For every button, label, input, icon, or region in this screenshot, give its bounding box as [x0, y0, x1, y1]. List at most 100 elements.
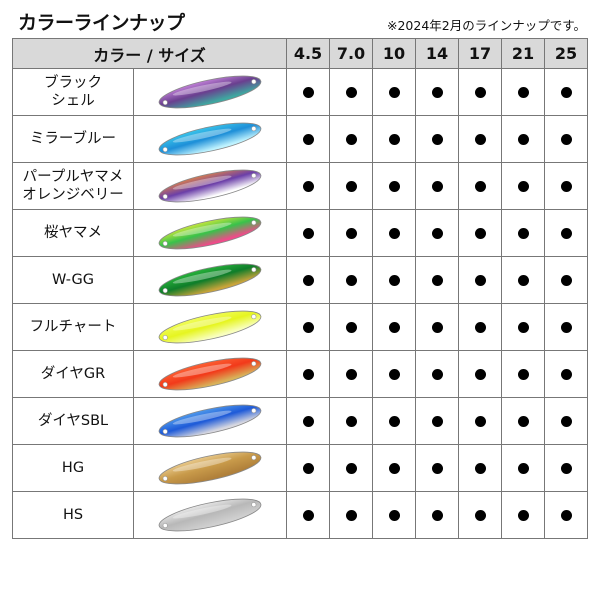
available-dot-icon — [560, 227, 572, 239]
lure-spoon-image — [158, 122, 262, 156]
availability-cell — [544, 397, 589, 445]
available-dot-icon — [388, 227, 400, 239]
availability-cell — [544, 444, 589, 492]
lure-image — [132, 162, 288, 210]
available-dot-icon — [388, 415, 400, 427]
available-dot-icon — [474, 133, 486, 145]
available-dot-icon — [302, 415, 314, 427]
availability-cell — [544, 68, 589, 116]
availability-cell — [286, 115, 331, 163]
availability-cell — [501, 209, 546, 257]
availability-cell — [372, 444, 417, 492]
available-dot-icon — [345, 227, 357, 239]
lure-spoon-image — [158, 357, 262, 391]
available-dot-icon — [388, 180, 400, 192]
page-title: カラーラインナップ — [18, 12, 185, 34]
header-size: 7.0 — [329, 38, 374, 69]
availability-cell — [458, 256, 503, 304]
availability-cell — [286, 209, 331, 257]
available-dot-icon — [345, 133, 357, 145]
availability-cell — [501, 256, 546, 304]
available-dot-icon — [431, 509, 443, 521]
available-dot-icon — [560, 180, 572, 192]
availability-cell — [372, 256, 417, 304]
availability-cell — [286, 444, 331, 492]
available-dot-icon — [345, 180, 357, 192]
available-dot-icon — [431, 462, 443, 474]
available-dot-icon — [517, 321, 529, 333]
available-dot-icon — [431, 368, 443, 380]
available-dot-icon — [302, 274, 314, 286]
availability-cell — [415, 115, 460, 163]
lure-spoon-image — [158, 404, 262, 438]
header-size: 4.5 — [286, 38, 331, 69]
available-dot-icon — [560, 368, 572, 380]
availability-cell — [544, 256, 589, 304]
header-size: 14 — [415, 38, 460, 69]
available-dot-icon — [474, 415, 486, 427]
available-dot-icon — [517, 133, 529, 145]
availability-cell — [329, 115, 374, 163]
table-row: ミラーブルー — [12, 115, 589, 163]
availability-cell — [458, 209, 503, 257]
availability-cell — [286, 350, 331, 398]
available-dot-icon — [345, 321, 357, 333]
lineup-note: ※2024年2月のラインナップです。 — [387, 18, 586, 33]
lure-image — [132, 350, 288, 398]
available-dot-icon — [345, 86, 357, 98]
availability-cell — [544, 209, 589, 257]
lure-image — [132, 397, 288, 445]
availability-cell — [329, 491, 374, 539]
available-dot-icon — [474, 180, 486, 192]
availability-cell — [329, 303, 374, 351]
available-dot-icon — [302, 462, 314, 474]
availability-cell — [372, 162, 417, 210]
availability-cell — [286, 256, 331, 304]
header-size: 21 — [501, 38, 546, 69]
availability-cell — [544, 115, 589, 163]
lure-spoon-image — [158, 310, 262, 344]
available-dot-icon — [345, 415, 357, 427]
available-dot-icon — [560, 509, 572, 521]
available-dot-icon — [388, 368, 400, 380]
availability-cell — [458, 68, 503, 116]
color-name: HG — [12, 444, 134, 492]
availability-cell — [458, 350, 503, 398]
availability-cell — [501, 491, 546, 539]
availability-cell — [458, 444, 503, 492]
color-name: W-GG — [12, 256, 134, 304]
availability-cell — [329, 209, 374, 257]
availability-cell — [372, 68, 417, 116]
available-dot-icon — [517, 462, 529, 474]
availability-cell — [286, 68, 331, 116]
lure-spoon-image — [158, 451, 262, 485]
availability-cell — [544, 162, 589, 210]
available-dot-icon — [517, 368, 529, 380]
available-dot-icon — [431, 133, 443, 145]
availability-cell — [544, 491, 589, 539]
availability-cell — [501, 115, 546, 163]
lure-image — [132, 256, 288, 304]
availability-cell — [415, 444, 460, 492]
table-row: フルチャート — [12, 303, 589, 351]
availability-cell — [501, 397, 546, 445]
lure-image — [132, 68, 288, 116]
table-row: ダイヤGR — [12, 350, 589, 398]
available-dot-icon — [302, 509, 314, 521]
availability-cell — [286, 491, 331, 539]
availability-cell — [329, 444, 374, 492]
available-dot-icon — [560, 133, 572, 145]
availability-cell — [372, 303, 417, 351]
color-name: ミラーブルー — [12, 115, 134, 163]
availability-cell — [415, 209, 460, 257]
color-name: HS — [12, 491, 134, 539]
table-row: ブラック シェル — [12, 68, 589, 116]
available-dot-icon — [560, 415, 572, 427]
available-dot-icon — [345, 368, 357, 380]
available-dot-icon — [388, 462, 400, 474]
lure-spoon-image — [158, 169, 262, 203]
available-dot-icon — [388, 133, 400, 145]
availability-cell — [415, 397, 460, 445]
availability-cell — [458, 303, 503, 351]
header-size: 10 — [372, 38, 417, 69]
